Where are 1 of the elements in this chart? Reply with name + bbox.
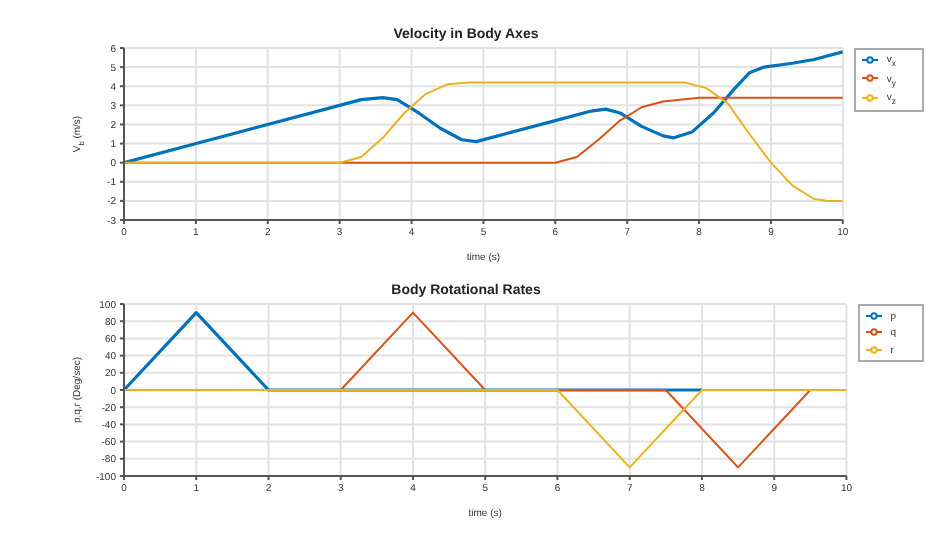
line-series bbox=[124, 81, 843, 202]
